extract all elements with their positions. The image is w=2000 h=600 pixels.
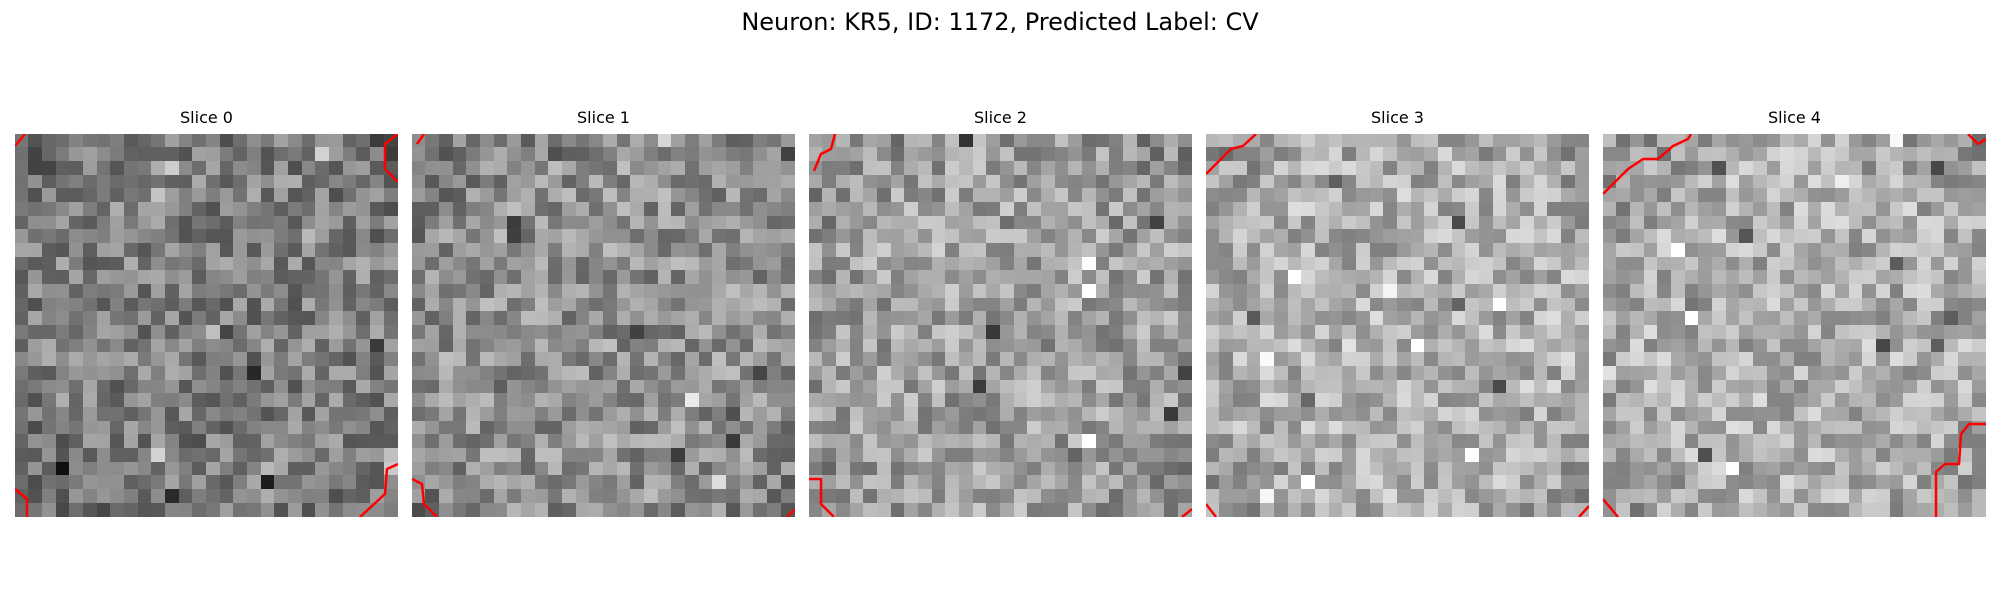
slice-title-4: Slice 4 <box>1768 108 1821 127</box>
slice-title-1: Slice 1 <box>577 108 630 127</box>
slice-image-0 <box>15 134 398 517</box>
slice-title-3: Slice 3 <box>1371 108 1424 127</box>
slice-title-0: Slice 0 <box>180 108 233 127</box>
slice-panel-4: Slice 4 <box>1603 108 1986 517</box>
slice-panel-1: Slice 1 <box>412 108 795 517</box>
slice-image-3 <box>1206 134 1589 517</box>
slice-panel-0: Slice 0 <box>15 108 398 517</box>
slice-image-4 <box>1603 134 1986 517</box>
figure-title: Neuron: KR5, ID: 1172, Predicted Label: … <box>741 8 1259 36</box>
slice-panel-3: Slice 3 <box>1206 108 1589 517</box>
slice-image-1 <box>412 134 795 517</box>
slice-panel-2: Slice 2 <box>809 108 1192 517</box>
slice-image-2 <box>809 134 1192 517</box>
slice-title-2: Slice 2 <box>974 108 1027 127</box>
